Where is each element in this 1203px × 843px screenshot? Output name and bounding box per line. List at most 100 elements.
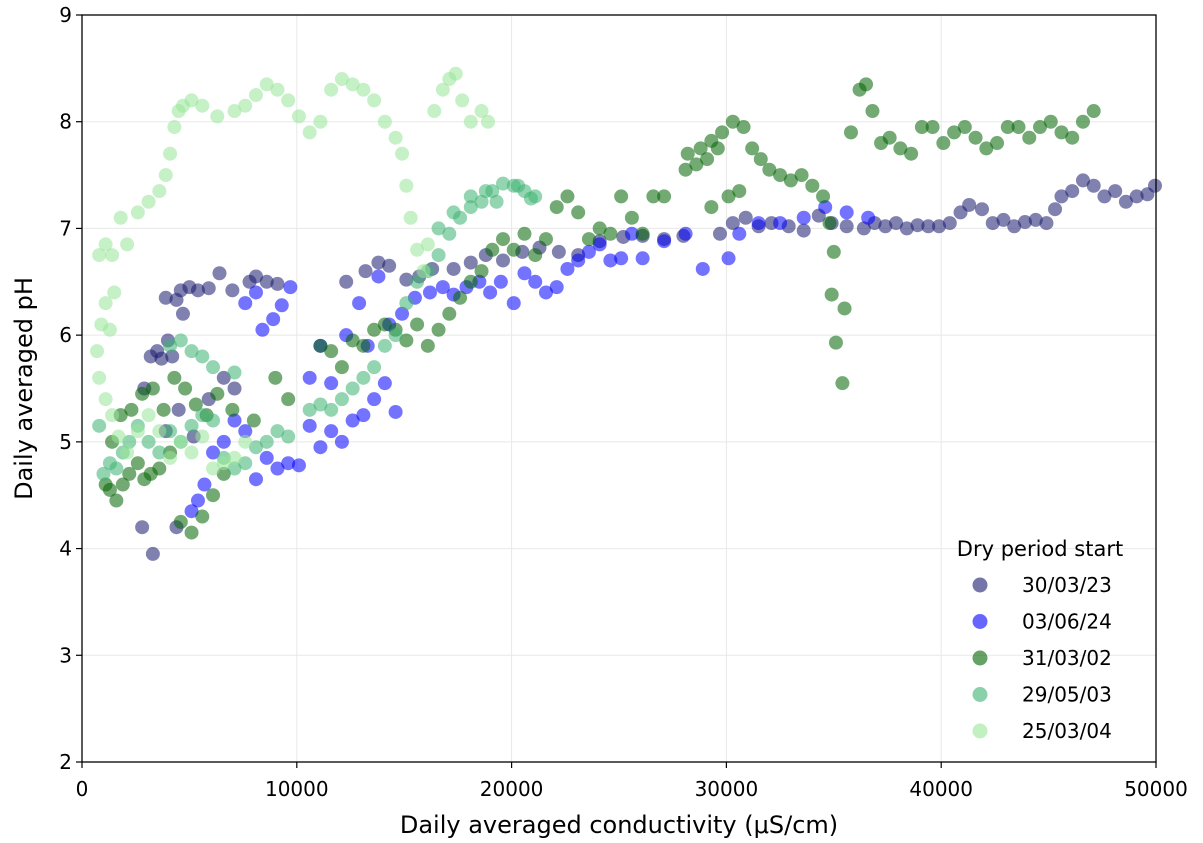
data-point [796, 210, 811, 225]
x-tick-label: 30000 [695, 777, 759, 801]
data-point [356, 370, 371, 385]
data-point [102, 482, 117, 497]
data-point [947, 125, 962, 140]
data-point [762, 162, 777, 177]
data-point [657, 234, 672, 249]
data-point [158, 168, 173, 183]
data-point [635, 251, 650, 266]
data-point [463, 255, 478, 270]
data-point [448, 66, 463, 81]
data-point [184, 445, 199, 460]
data-point [388, 130, 403, 145]
data-point [266, 312, 281, 327]
data-point [105, 248, 120, 263]
data-point [592, 221, 607, 236]
data-point [431, 322, 446, 337]
data-point [334, 72, 349, 87]
data-point [837, 301, 852, 316]
data-point [259, 434, 274, 449]
data-point [932, 219, 947, 234]
data-point [98, 296, 113, 311]
data-point [92, 248, 107, 263]
data-point [184, 525, 199, 540]
data-point [474, 104, 489, 119]
x-tick-label: 50000 [1124, 777, 1188, 801]
data-point [190, 493, 205, 508]
data-point [483, 285, 498, 300]
data-point [478, 184, 493, 199]
data-point [783, 173, 798, 188]
data-point [173, 333, 188, 348]
data-point [227, 413, 242, 428]
data-point [420, 338, 435, 353]
data-point [248, 285, 263, 300]
data-point [560, 261, 575, 276]
data-point [90, 344, 105, 359]
y-axis-label: Daily averaged pH [10, 277, 38, 500]
data-point [291, 109, 306, 124]
data-point [1054, 125, 1069, 140]
data-point [904, 146, 919, 161]
legend: Dry period start 30/03/23 03/06/24 31/03/0… [957, 537, 1123, 743]
data-point [581, 232, 596, 247]
data-point [824, 287, 839, 302]
data-point [188, 397, 203, 412]
data-point [925, 120, 940, 135]
data-point [496, 176, 511, 191]
data-point [1086, 178, 1101, 193]
data-point [184, 344, 199, 359]
data-point [549, 200, 564, 215]
data-point [1097, 189, 1112, 204]
data-point [195, 349, 210, 364]
data-point [345, 413, 360, 428]
data-point [238, 434, 253, 449]
data-point [496, 232, 511, 247]
data-point [324, 376, 339, 391]
data-point [538, 285, 553, 300]
data-point [485, 242, 500, 257]
data-point [102, 322, 117, 337]
data-point [216, 434, 231, 449]
data-point [446, 261, 461, 276]
data-point [324, 402, 339, 417]
series-points [184, 200, 876, 519]
series-points [92, 176, 543, 481]
data-point [195, 98, 210, 113]
data-point [463, 114, 478, 129]
data-point [206, 413, 221, 428]
y-tick-label: 8 [59, 110, 72, 134]
data-point [154, 351, 169, 366]
data-point [124, 402, 139, 417]
data-point [957, 120, 972, 135]
data-points [90, 66, 1162, 561]
data-point [92, 418, 107, 433]
data-point [227, 381, 242, 396]
data-point [442, 226, 457, 241]
data-point [1028, 212, 1043, 227]
data-point [678, 162, 693, 177]
data-point [435, 82, 450, 97]
data-point [184, 504, 199, 519]
data-point [725, 216, 740, 231]
data-point [345, 381, 360, 396]
data-point [489, 194, 504, 209]
data-point [878, 219, 893, 234]
data-point [936, 136, 951, 151]
data-point [358, 264, 373, 279]
data-point [1065, 130, 1080, 145]
data-point [736, 120, 751, 135]
data-point [283, 280, 298, 295]
data-point [1065, 184, 1080, 199]
data-point [1054, 189, 1069, 204]
data-point [635, 226, 650, 241]
data-point [431, 248, 446, 263]
data-point [700, 152, 715, 167]
data-point [130, 205, 145, 220]
data-point [1043, 114, 1058, 129]
data-point [715, 125, 730, 140]
data-point [843, 125, 858, 140]
data-point [302, 402, 317, 417]
data-point [206, 461, 221, 476]
data-point [313, 440, 328, 455]
data-point [721, 189, 736, 204]
